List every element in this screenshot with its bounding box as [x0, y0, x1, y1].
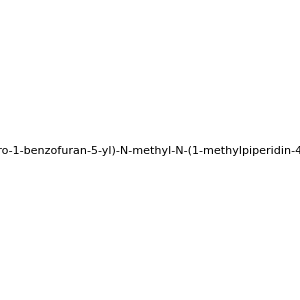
Text: 2-(2,3-dihydro-1-benzofuran-5-yl)-N-methyl-N-(1-methylpiperidin-4-yl)acetamide: 2-(2,3-dihydro-1-benzofuran-5-yl)-N-meth…: [0, 146, 300, 157]
